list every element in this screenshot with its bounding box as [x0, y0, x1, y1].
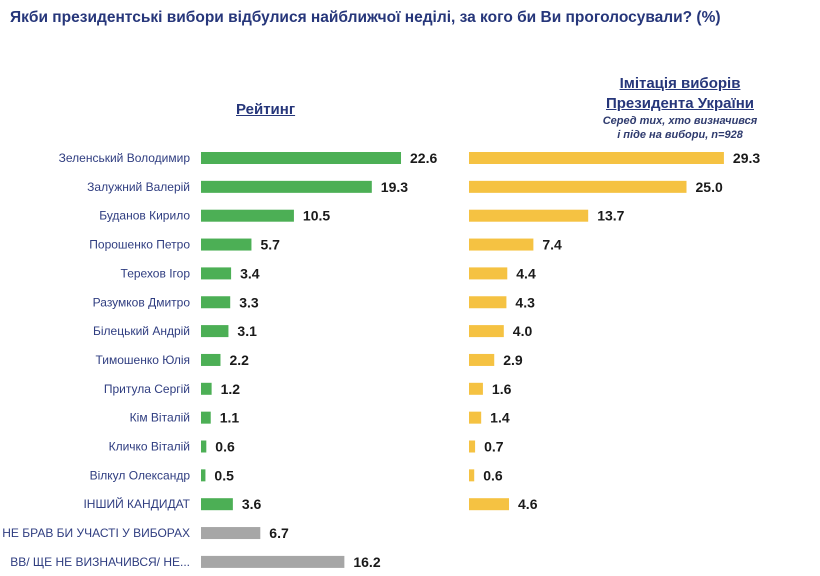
simulation-bar: [469, 498, 510, 511]
rating-value-label: 16.2: [353, 554, 380, 570]
rating-bar: [201, 440, 207, 453]
category-label: Притула Сергій: [104, 382, 190, 396]
category-label: Кличко Віталій: [109, 440, 190, 454]
rating-value-label: 1.1: [220, 410, 240, 426]
chart-title: Якби президентські вибори відбулися найб…: [10, 9, 721, 26]
rating-bar: [201, 498, 233, 511]
category-label: ВВ/ ЩЕ НЕ ВИЗНАЧИВСЯ/ НЕ...: [10, 555, 190, 569]
rating-value-label: 22.6: [410, 150, 437, 166]
rating-bar: [201, 209, 294, 222]
simulation-bar: [469, 180, 687, 193]
simulation-value-label: 4.0: [513, 323, 533, 339]
rating-value-label: 3.3: [239, 294, 259, 310]
rating-bar: [201, 238, 252, 251]
simulation-value-label: 29.3: [733, 150, 760, 166]
simulation-value-label: 1.4: [490, 410, 510, 426]
rating-bar: [201, 296, 231, 309]
simulation-value-label: 0.6: [483, 467, 503, 483]
simulation-bar: [469, 469, 475, 482]
simulation-bar: [469, 353, 495, 366]
category-label: Порошенко Петро: [89, 238, 190, 252]
rating-bar: [201, 469, 206, 482]
rating-bar: [201, 555, 345, 568]
simulation-bar: [469, 411, 482, 424]
rating-bar: [201, 325, 229, 338]
category-label: Кім Віталій: [130, 411, 190, 425]
simulation-value-label: 1.6: [492, 381, 512, 397]
simulation-value-label: 4.6: [518, 496, 538, 512]
rating-bar: [201, 411, 211, 424]
category-label: Терехов Ігор: [121, 266, 191, 280]
rating-value-label: 3.4: [240, 265, 260, 281]
rating-value-label: 0.5: [214, 467, 234, 483]
series-header-rating: Рейтинг: [236, 101, 296, 118]
simulation-title-line2: Президента України: [605, 95, 754, 112]
simulation-value-label: 7.4: [542, 237, 562, 253]
simulation-value-label: 2.9: [503, 352, 523, 368]
rating-value-label: 19.3: [381, 179, 408, 195]
simulation-value-label: 4.4: [516, 265, 536, 281]
simulation-bar: [469, 209, 589, 222]
simulation-value-label: 0.7: [484, 439, 504, 455]
rating-value-label: 10.5: [303, 208, 330, 224]
category-label: Білецький Андрій: [93, 324, 190, 338]
simulation-title-line1: Імітація виборів: [619, 75, 741, 92]
rating-value-label: 0.6: [215, 439, 235, 455]
simulation-value-label: 4.3: [515, 294, 535, 310]
simulation-subtitle-line2: і піде на вибори, n=928: [617, 129, 743, 141]
category-label: НЕ БРАВ БИ УЧАСТІ У ВИБОРАХ: [2, 526, 190, 540]
rating-bar: [201, 180, 372, 193]
simulation-value-label: 25.0: [696, 179, 723, 195]
rating-value-label: 6.7: [269, 525, 289, 541]
category-label: Залужний Валерій: [87, 180, 190, 194]
simulation-bar: [469, 296, 507, 309]
rating-bar: [201, 527, 261, 540]
category-label: ІНШИЙ КАНДИДАТ: [83, 496, 190, 511]
rating-bar: [201, 382, 212, 395]
simulation-bar: [469, 267, 508, 280]
simulation-subtitle-line1: Серед тих, хто визначився: [602, 115, 758, 127]
category-label: Зеленський Володимир: [59, 151, 191, 165]
simulation-bar: [469, 440, 476, 453]
rating-value-label: 5.7: [260, 237, 280, 253]
simulation-bar: [469, 152, 724, 164]
rating-value-label: 1.2: [221, 381, 241, 397]
category-label: Тимошенко Юлія: [96, 353, 191, 367]
simulation-bar: [469, 238, 534, 251]
rating-value-label: 2.2: [229, 352, 249, 368]
simulation-bar: [469, 382, 483, 395]
rating-bar: [201, 353, 221, 366]
series-header-simulation: Імітація виборів Президента України Сере…: [560, 74, 800, 142]
category-label: Вілкул Олександр: [90, 468, 191, 482]
rating-value-label: 3.6: [242, 496, 262, 512]
rating-bar: [201, 152, 402, 164]
simulation-bar: [469, 325, 504, 338]
rating-value-label: 3.1: [237, 323, 257, 339]
category-label: Разумков Дмитро: [93, 295, 191, 309]
simulation-value-label: 13.7: [597, 208, 624, 224]
category-label: Буданов Кирило: [99, 209, 190, 223]
rating-bar: [201, 267, 232, 280]
